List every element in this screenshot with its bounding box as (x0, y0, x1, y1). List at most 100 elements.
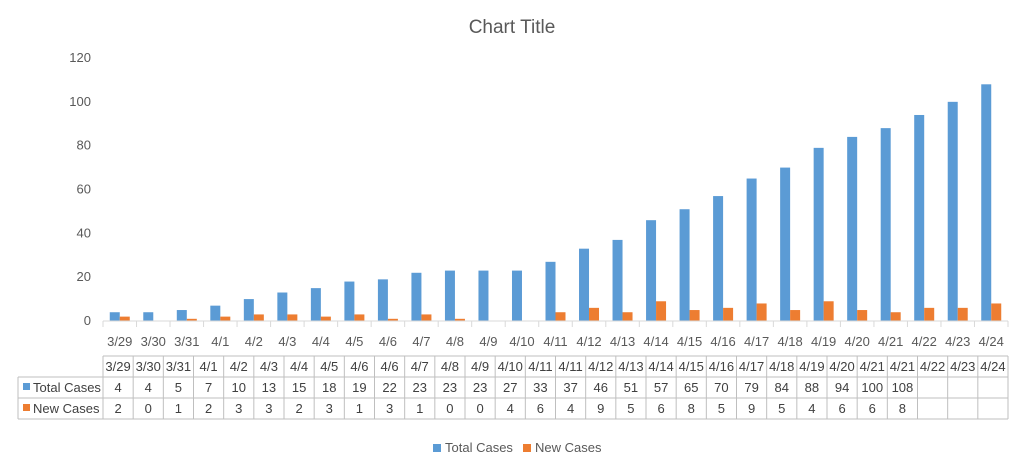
bar-new-cases (387, 318, 398, 321)
table-cell: 57 (654, 380, 668, 395)
table-cell: 15 (292, 380, 306, 395)
table-header-cell: 4/9 (471, 359, 489, 374)
table-cell: 22 (382, 380, 396, 395)
table-cell: 6 (838, 401, 845, 416)
x-tick-label: 4/20 (845, 334, 870, 349)
table-header-cell: 4/15 (679, 359, 704, 374)
table-cell: 1 (356, 401, 363, 416)
bar-total-cases (813, 147, 824, 321)
table-header-cell: 4/24 (980, 359, 1005, 374)
y-tick-label: 60 (77, 182, 91, 197)
bar-total-cases (109, 312, 120, 321)
data-table: 3/29 3/30 3/31 4/1 4/2 4/3 4/4 4/5 4/6 4/6 4/7 4/8 4… (17, 355, 1009, 420)
table-cell: 88 (805, 380, 819, 395)
table-cell: 27 (503, 380, 517, 395)
x-tick-label: 4/2 (245, 334, 263, 349)
x-tick-label: 4/15 (677, 334, 702, 349)
x-tick-label: 3/30 (141, 334, 166, 349)
bar-new-cases (555, 312, 566, 321)
x-tick-label: 4/18 (777, 334, 802, 349)
x-tick-label: 4/24 (979, 334, 1004, 349)
table-cell: 10 (232, 380, 246, 395)
table-cell: 70 (714, 380, 728, 395)
table-cell: 6 (657, 401, 664, 416)
table-header-cell: 4/20 (829, 359, 854, 374)
x-axis-tick-labels: 3/29 3/30 3/31 4/1 4/2 4/3 4/4 4/5 4/6 4/7 4/8 4/9 4… (102, 320, 1009, 349)
bar-total-cases (981, 84, 992, 321)
x-tick-label: 4/21 (878, 334, 903, 349)
x-tick-label: 4/1 (211, 334, 229, 349)
table-cell: 2 (295, 401, 302, 416)
x-tick-label: 4/16 (710, 334, 735, 349)
table-cell: 84 (775, 380, 789, 395)
table-cell: 13 (262, 380, 276, 395)
table-cell: 2 (205, 401, 212, 416)
bar-total-cases (411, 272, 422, 321)
table-header-cell: 4/14 (648, 359, 673, 374)
table-cell: 3 (386, 401, 393, 416)
chart-title: Chart Title (469, 17, 556, 38)
bar-new-cases (823, 301, 834, 321)
x-tick-label: 4/4 (312, 334, 330, 349)
x-tick-label: 4/23 (945, 334, 970, 349)
x-tick-label: 4/22 (912, 334, 937, 349)
table-header-cell: 3/31 (166, 359, 191, 374)
table-cell: 0 (446, 401, 453, 416)
table-cell: 65 (684, 380, 698, 395)
bar-new-cases (991, 303, 1002, 321)
table-cell: 8 (899, 401, 906, 416)
table-cell: 2 (114, 401, 121, 416)
table-cell: 7 (205, 380, 212, 395)
table-cell: 51 (624, 380, 638, 395)
x-tick-label: 4/5 (345, 334, 363, 349)
bar-new-cases (119, 316, 130, 321)
table-cell: 108 (892, 380, 914, 395)
table-cell: 37 (563, 380, 577, 395)
bar-total-cases (679, 209, 690, 321)
bar-total-cases (277, 292, 288, 321)
table-header-cell: 4/3 (260, 359, 278, 374)
bar-total-cases (780, 167, 791, 321)
bar-total-cases (579, 248, 590, 321)
bar-new-cases (421, 314, 432, 321)
bar-new-cases (723, 307, 734, 321)
table-cell: 3 (235, 401, 242, 416)
bar-new-cases (957, 307, 968, 321)
bar-new-cases (186, 318, 197, 321)
bar-total-cases (847, 136, 858, 321)
x-tick-label: 4/12 (576, 334, 601, 349)
table-header-cell: 4/6 (350, 359, 368, 374)
x-tick-label: 4/8 (446, 334, 464, 349)
table-row-label: New Cases (33, 401, 100, 416)
table-header-cell: 3/29 (105, 359, 130, 374)
bar-total-cases (880, 128, 891, 321)
bar-new-cases (890, 312, 901, 321)
table-cell: 79 (744, 380, 758, 395)
table-cell: 6 (537, 401, 544, 416)
bar-total-cases (377, 279, 388, 321)
bar-new-cases (287, 314, 298, 321)
legend-swatch (523, 444, 531, 452)
table-cell: 94 (835, 380, 849, 395)
bar-new-cases (857, 310, 868, 321)
x-tick-label: 4/17 (744, 334, 769, 349)
bar-total-cases (344, 281, 355, 321)
bar-new-cases (354, 314, 365, 321)
y-axis: 0 20 40 60 80 100 120 (69, 50, 91, 328)
y-tick-label: 80 (77, 138, 91, 153)
table-cell: 5 (778, 401, 785, 416)
table-cell: 4 (114, 380, 121, 395)
table-cell: 3 (265, 401, 272, 416)
table-cell: 4 (507, 401, 514, 416)
bar-total-cases (746, 178, 757, 321)
bar-new-cases (689, 310, 700, 321)
table-header-cell: 4/12 (588, 359, 613, 374)
table-header-cell: 4/16 (709, 359, 734, 374)
x-tick-label: 4/19 (811, 334, 836, 349)
bar-total-cases (947, 101, 958, 321)
x-tick-label: 4/10 (509, 334, 534, 349)
table-cell: 1 (416, 401, 423, 416)
table-header-cell: 4/21 (860, 359, 885, 374)
bar-total-cases (176, 310, 187, 321)
table-cell: 3 (326, 401, 333, 416)
